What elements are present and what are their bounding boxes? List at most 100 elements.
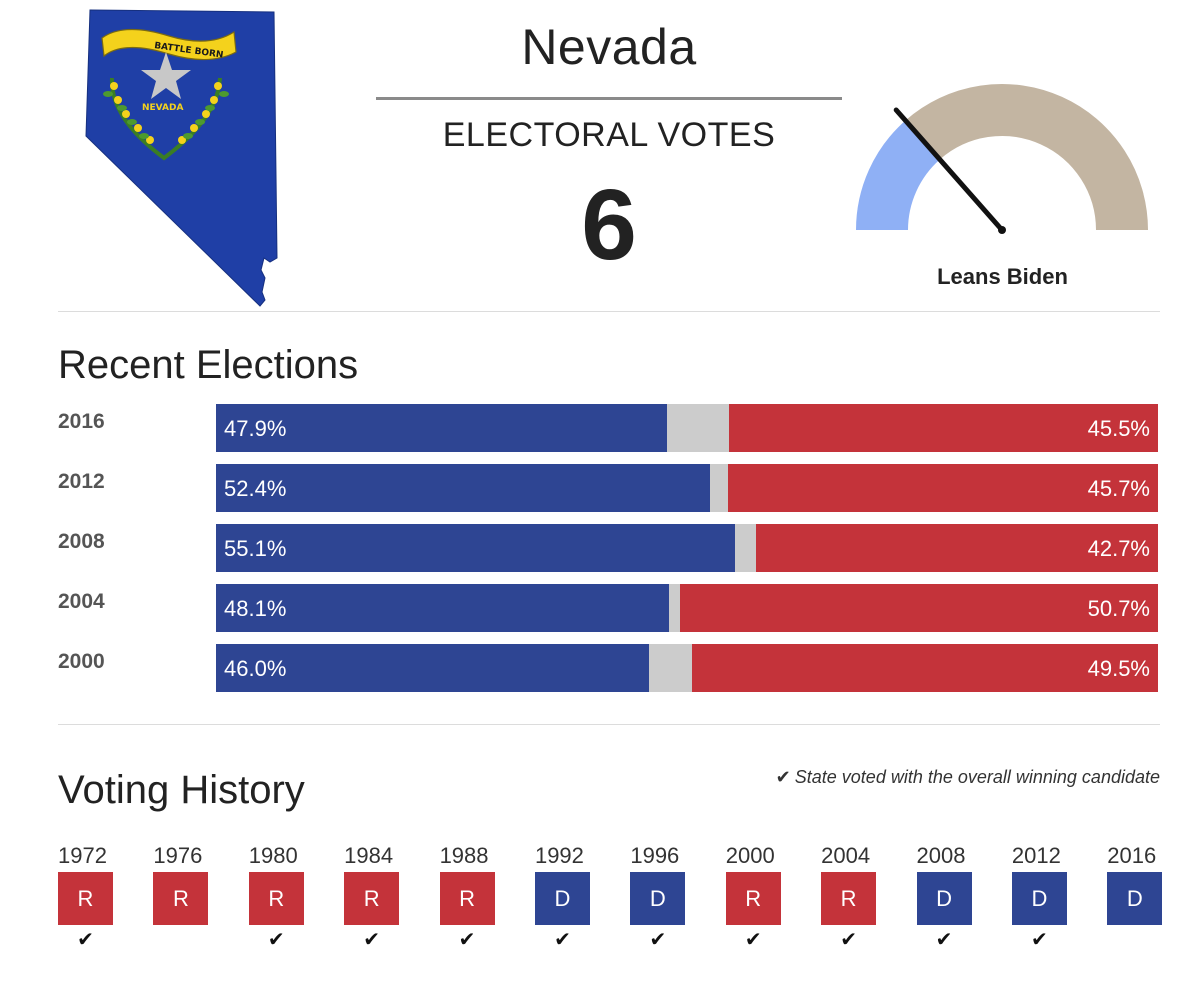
history-item: 1992 D ✔: [534, 842, 630, 953]
election-row: 2008 55.1% 42.7%: [58, 524, 1160, 572]
election-result-bar: 55.1% 42.7%: [216, 524, 1158, 572]
check-icon: ✔: [77, 929, 94, 951]
history-item: 1980 R ✔: [248, 842, 344, 953]
election-row: 2000 46.0% 49.5%: [58, 644, 1160, 692]
history-item: 1996 D ✔: [630, 842, 725, 953]
history-item: 2004 R ✔: [821, 842, 916, 953]
party-badge: R: [344, 872, 400, 925]
history-item: 1972 R ✔: [58, 842, 153, 953]
rep-percent: 50.7%: [1087, 596, 1150, 621]
dem-share-bar: [216, 464, 710, 512]
check-icon: ✔: [840, 929, 857, 951]
nevada-shape: [85, 9, 278, 307]
winner-legend-text: State voted with the overall winning can…: [794, 767, 1160, 787]
rep-share-bar: [729, 404, 1158, 452]
winner-legend: ✔ State voted with the overall winning ca…: [776, 767, 1160, 788]
electoral-votes-count: 6: [581, 169, 637, 281]
election-year: 2016: [58, 410, 105, 433]
election-result-bar: 46.0% 49.5%: [216, 644, 1158, 692]
flag-star: [141, 52, 191, 99]
history-item: 2016 D: [1107, 842, 1163, 953]
dem-percent: 47.9%: [224, 416, 287, 441]
history-year: 1980: [248, 843, 298, 868]
lean-gauge: [856, 84, 1148, 234]
check-icon: [1107, 925, 1162, 953]
election-result-bar: 47.9% 45.5%: [216, 404, 1158, 452]
rep-share-bar: [691, 644, 1158, 692]
history-year: 1992: [534, 843, 584, 868]
gauge-dem-arc: [856, 120, 941, 231]
check-icon: [153, 925, 208, 953]
check-icon: ✔: [649, 929, 667, 951]
election-year: 2000: [58, 650, 105, 673]
party-badge: D: [534, 872, 590, 925]
election-row: 2012 52.4% 45.7%: [58, 464, 1160, 512]
election-row: 2016 47.9% 45.5%: [58, 404, 1160, 452]
gauge-rep-arc: [905, 84, 1148, 231]
rep-share-bar: [727, 464, 1158, 512]
party-badge: R: [153, 872, 209, 925]
election-year: 2008: [58, 530, 105, 553]
recent-elections-title: Recent Elections: [58, 343, 359, 387]
history-year: 2016: [1107, 843, 1157, 868]
history-item: 2008 D ✔: [916, 842, 1012, 953]
rep-share-bar: [680, 584, 1158, 632]
history-item: 1988 R ✔: [439, 842, 535, 953]
recent-elections-list: 2016 47.9% 45.5% 2012 52.4% 45.7% 2008 5…: [58, 404, 1160, 704]
dem-percent: 48.1%: [224, 596, 287, 621]
history-year: 1976: [153, 843, 203, 868]
history-item: 1976 R: [153, 842, 248, 953]
history-year: 2012: [1011, 843, 1061, 868]
dem-percent: 52.4%: [224, 476, 287, 501]
history-year: 1996: [630, 843, 680, 868]
history-item: 2012 D ✔: [1011, 842, 1107, 953]
gauge-needle: [893, 107, 1005, 233]
voting-history-list: 1972 R ✔ 1976 R 1980 R ✔ 1984 R ✔ 1988 R…: [58, 842, 1178, 953]
check-icon: ✔: [554, 929, 571, 951]
electoral-votes-label: ELECTORAL VOTES: [442, 116, 776, 154]
history-year: 2008: [916, 843, 966, 868]
gauge-needle-hub: [998, 226, 1006, 234]
check-icon: ✔: [744, 929, 762, 951]
section-divider: [58, 724, 1160, 725]
voting-history-title: Voting History: [58, 768, 305, 812]
history-year: 1984: [344, 843, 394, 868]
history-year: 2000: [725, 843, 775, 868]
rep-percent: 45.5%: [1087, 416, 1150, 441]
nevada-flag-map-icon: BATTLE BORN NEVADA: [85, 9, 278, 307]
party-badge: R: [248, 872, 304, 925]
dem-share-bar: [216, 524, 736, 572]
dem-percent: 46.0%: [224, 656, 287, 681]
election-year: 2004: [58, 590, 105, 613]
header-divider: [58, 311, 1160, 312]
rep-share-bar: [755, 524, 1158, 572]
rep-percent: 49.5%: [1087, 656, 1150, 681]
election-row: 2004 48.1% 50.7%: [58, 584, 1160, 632]
election-result-bar: 52.4% 45.7%: [216, 464, 1158, 512]
flag-banner: [101, 28, 237, 61]
check-icon: ✔: [458, 929, 476, 951]
gauge-label: Leans Biden: [937, 264, 1068, 289]
state-name: Nevada: [521, 19, 697, 75]
check-icon: ✔: [363, 929, 381, 951]
history-year: 1972: [58, 843, 107, 868]
history-item: 1984 R ✔: [344, 842, 439, 953]
party-badge: D: [630, 872, 686, 925]
history-item: 2000 R ✔: [725, 842, 821, 953]
title-divider: [376, 97, 842, 100]
dem-share-bar: [216, 644, 650, 692]
check-icon: ✔: [1031, 929, 1048, 951]
party-badge: R: [725, 872, 781, 925]
party-badge: R: [58, 872, 113, 925]
dem-percent: 55.1%: [224, 536, 287, 561]
dem-share-bar: [216, 584, 670, 632]
party-badge: R: [821, 872, 877, 925]
rep-percent: 45.7%: [1087, 476, 1150, 501]
history-year: 2004: [821, 843, 871, 868]
check-icon: ✔: [775, 767, 791, 787]
party-badge: D: [1107, 872, 1163, 925]
svg-text:NEVADA: NEVADA: [142, 103, 183, 113]
history-year: 1988: [439, 843, 489, 868]
check-icon: ✔: [935, 929, 953, 951]
party-badge: D: [1011, 872, 1067, 925]
